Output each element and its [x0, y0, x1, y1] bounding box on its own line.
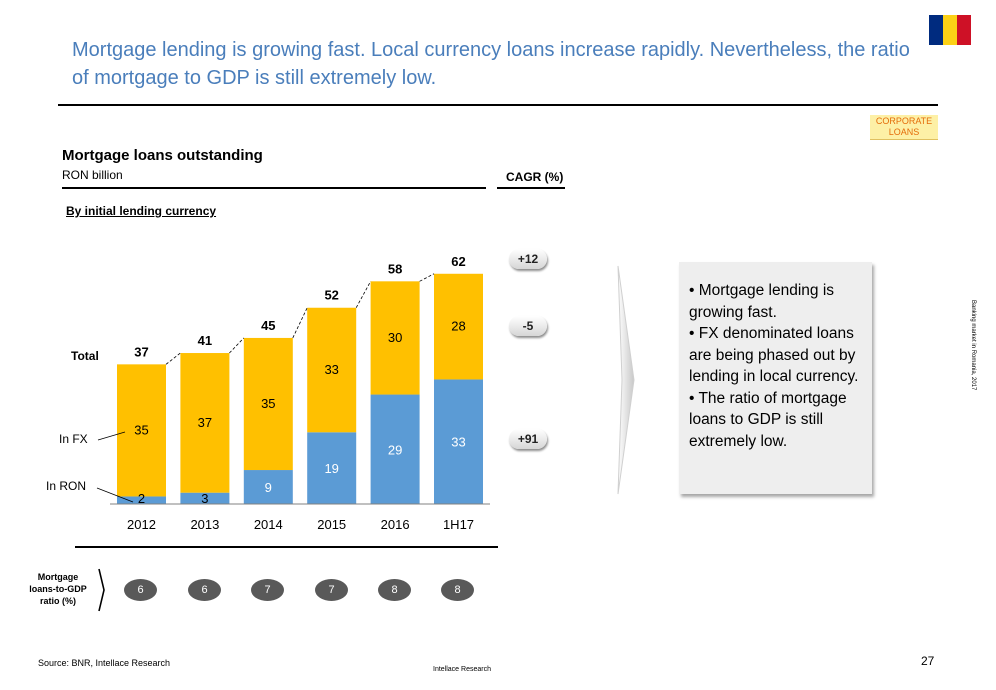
footer-center-text: Intellace Research — [433, 666, 491, 673]
chart-unit: RON billion — [62, 168, 123, 182]
legend-ron-pointer — [96, 487, 134, 503]
ratio-circle: 8 — [378, 579, 411, 601]
legend-ron-label: In RON — [46, 479, 86, 493]
key-takeaways-box: • Mortgage lending is growing fast. • FX… — [679, 262, 872, 494]
bar-segment-ron — [307, 432, 357, 504]
connector-line — [419, 273, 435, 282]
ratio-row-label: Mortgage loans-to-GDP ratio (%) — [22, 571, 94, 607]
x-tick-label: 2014 — [254, 517, 283, 532]
connector-line — [229, 337, 245, 354]
bar-segment-ron — [434, 379, 483, 504]
romania-flag-icon — [929, 15, 971, 45]
ratio-label-line-3: ratio (%) — [40, 596, 76, 606]
connector-line — [355, 281, 371, 308]
legend-fx-pointer — [97, 431, 126, 441]
ratio-circle: 6 — [124, 579, 157, 601]
bar-segment-ron — [117, 496, 166, 504]
data-label-total: 45 — [261, 318, 275, 333]
ratio-circle: 8 — [441, 579, 474, 601]
connector-line — [165, 352, 181, 365]
data-label-fx: 35 — [134, 422, 148, 437]
chevron-right-icon — [617, 265, 635, 495]
takeaway-3: • The ratio of mortgage loans to GDP is … — [689, 389, 847, 450]
data-label-total: 62 — [451, 254, 465, 269]
takeaway-1: • Mortgage lending is growing fast. — [689, 282, 835, 321]
chart-title: Mortgage loans outstanding — [62, 147, 263, 164]
headline: Mortgage lending is growing fast. Local … — [72, 39, 910, 89]
data-label-ron: 2 — [138, 491, 145, 506]
bar-segment-fx — [243, 337, 293, 471]
x-tick-label: 2012 — [127, 517, 156, 532]
cagr-fx-pill: -5 — [509, 316, 547, 336]
cagr-ron-pill: +91 — [509, 429, 547, 449]
cagr-rule — [497, 187, 565, 189]
header-rule — [58, 104, 938, 106]
cagr-header: CAGR (%) — [506, 170, 564, 184]
data-label-total: 41 — [198, 333, 212, 348]
badge-line-1: CORPORATE — [875, 116, 933, 126]
data-label-fx: 33 — [324, 362, 338, 377]
data-label-ron: 3 — [201, 491, 208, 506]
data-label-ron: 33 — [451, 435, 465, 450]
flag-stripe-blue — [929, 15, 943, 45]
data-label-total: 52 — [324, 288, 338, 303]
chart-title-rule — [62, 187, 486, 189]
badge-line-2: LOANS — [888, 127, 920, 137]
x-tick-label: 1H17 — [443, 517, 474, 532]
bar-segment-fx — [370, 281, 420, 395]
side-caption: Banking market in Romania, 2017 — [962, 300, 986, 410]
data-label-fx: 35 — [261, 396, 275, 411]
bar-segment-ron — [180, 492, 230, 504]
bar-segment-ron — [243, 470, 293, 504]
takeaway-2: • FX denominated loans are being phased … — [689, 325, 859, 385]
ratio-circle: 7 — [315, 579, 348, 601]
bar-segment-fx — [307, 307, 357, 433]
data-label-ron: 29 — [388, 442, 402, 457]
ratio-label-line-1: Mortgage — [37, 572, 79, 582]
bar-segment-fx — [180, 353, 230, 493]
corporate-loans-badge: CORPORATE LOANS — [870, 115, 938, 140]
data-label-fx: 37 — [198, 415, 212, 430]
data-label-ron: 19 — [324, 461, 338, 476]
bar-segment-ron — [370, 394, 420, 504]
x-tick-label: 2015 — [317, 517, 346, 532]
x-tick-label: 2013 — [190, 517, 219, 532]
cagr-total-pill: +12 — [509, 249, 547, 269]
connector-line — [292, 307, 308, 339]
ratio-circle: 7 — [251, 579, 284, 601]
flag-stripe-yellow — [943, 15, 957, 45]
data-label-total: 58 — [388, 261, 402, 276]
source-note: Source: BNR, Intellace Research — [38, 658, 171, 668]
legend-total-label: Total — [71, 349, 99, 363]
legend-fx-label: In FX — [59, 432, 88, 446]
data-label-ron: 9 — [265, 480, 272, 495]
x-tick-label: 2016 — [381, 517, 410, 532]
bar-segment-fx — [434, 273, 483, 380]
section-label: By initial lending currency — [66, 204, 217, 218]
ratio-label-line-2: loans-to-GDP — [29, 584, 87, 594]
data-label-fx: 28 — [451, 319, 465, 334]
ratio-chevron-icon — [98, 568, 105, 612]
data-label-total: 37 — [134, 344, 148, 359]
page-number: 27 — [921, 654, 935, 668]
data-label-fx: 30 — [388, 330, 402, 345]
chart-bottom-rule — [75, 546, 498, 548]
side-caption-text: Banking market in Romania, 2017 — [970, 300, 976, 391]
bar-segment-fx — [117, 364, 166, 497]
flag-stripe-red — [957, 15, 971, 45]
ratio-circle: 6 — [188, 579, 221, 601]
